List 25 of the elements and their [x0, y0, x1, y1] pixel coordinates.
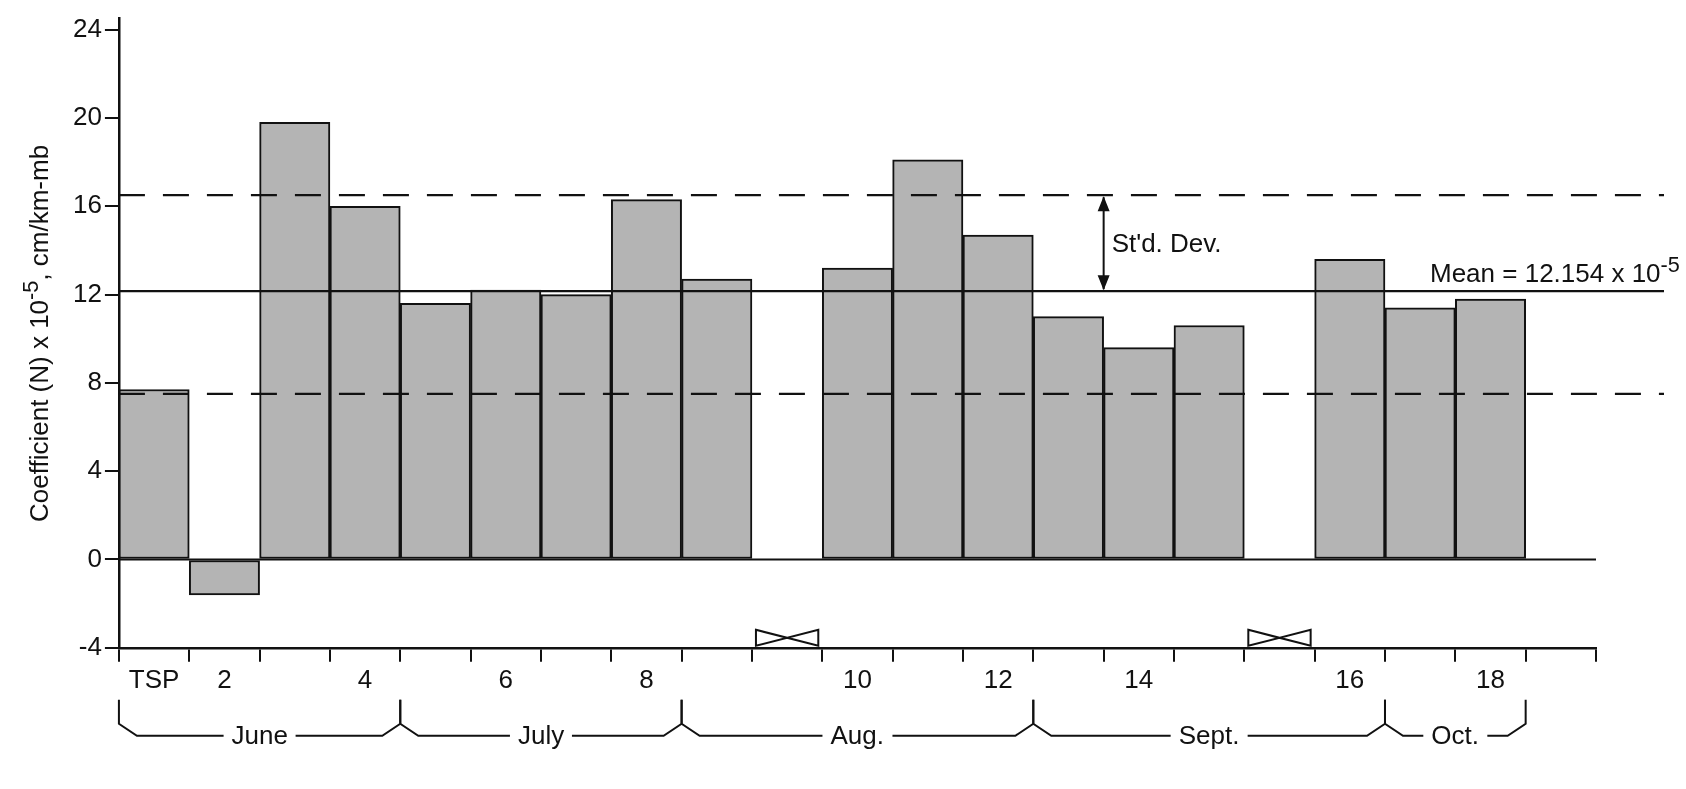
y-tick-label: 0 — [87, 542, 102, 573]
x-tick-label: 18 — [1476, 663, 1505, 694]
text: July — [517, 720, 565, 752]
x-tick-label: 14 — [1124, 663, 1154, 694]
x-tick-label: 8 — [639, 663, 654, 694]
x-tick-label: 4 — [357, 663, 373, 694]
text: June — [231, 720, 288, 752]
text: Aug. — [830, 720, 884, 752]
y-tick-label: 12 — [73, 277, 102, 308]
y-tick-label: 24 — [73, 12, 102, 43]
y-tick-label: 16 — [73, 189, 102, 220]
x-tick-label: 6 — [498, 663, 514, 694]
text: Sept. — [1178, 720, 1240, 752]
text: Oct. — [1431, 720, 1479, 752]
y-tick-label: 8 — [87, 366, 102, 397]
y-tick-label: 4 — [87, 454, 102, 485]
y-tick-label: -4 — [78, 630, 102, 661]
x-tick-label: 2 — [217, 663, 232, 694]
annotation: St'd. Dev. — [1111, 227, 1222, 259]
y-tick-label: 20 — [73, 101, 102, 132]
x-tick-label: 16 — [1335, 663, 1365, 694]
x-tick-label: 10 — [843, 663, 872, 694]
x-tick-label: TSP — [128, 663, 180, 694]
ref-line-label: Mean = 12.154 x 10$^{-5}$ — [1430, 252, 1680, 289]
x-tick-label: 12 — [983, 663, 1013, 694]
